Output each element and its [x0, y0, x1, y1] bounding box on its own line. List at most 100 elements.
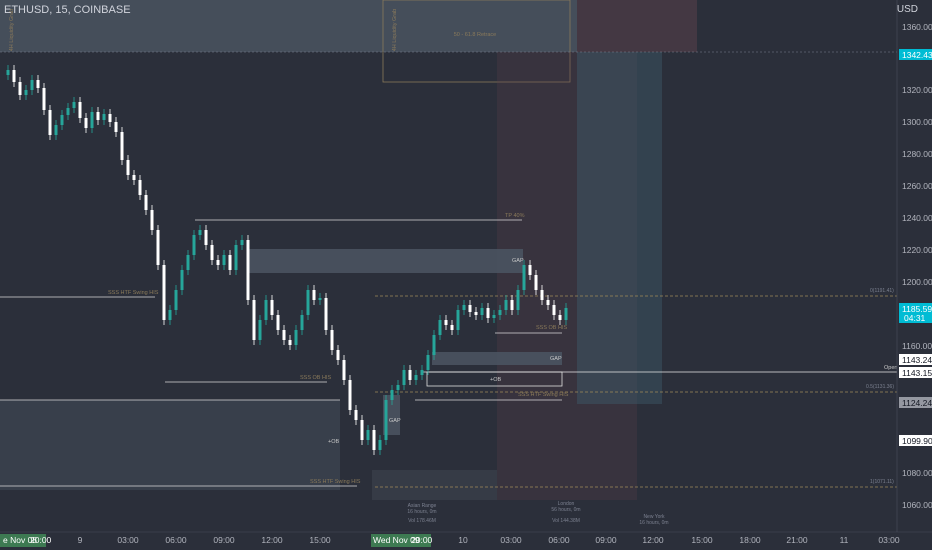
candle-body [234, 245, 238, 270]
ssl-label-mid: SSS OB HIS [300, 375, 332, 381]
candle-body [30, 80, 34, 90]
candle-body [408, 370, 412, 380]
liquidity-label-left: 4H Liquidity Grab [9, 9, 15, 52]
time-tick-label: 15:00 [691, 535, 713, 545]
candle-body [456, 310, 460, 330]
candle-body [48, 110, 52, 135]
candle-body [186, 255, 190, 270]
price-tick-label: 1220.00 [902, 245, 932, 255]
candle-body [378, 440, 382, 450]
candle-body [540, 290, 544, 300]
price-tag-label: 1124.24 [902, 398, 932, 408]
fib-0-label: 0(1191.41) [870, 288, 894, 294]
lower-left-zone [0, 400, 340, 490]
price-tag-label: 1143.15 [902, 368, 932, 378]
price-tag-label: 1099.90 [902, 436, 932, 446]
candle-body [228, 255, 232, 270]
candle-body [468, 305, 472, 312]
candle-body [18, 82, 22, 95]
liquidity-label-right: 4H Liquidity Grab [392, 9, 398, 52]
time-tick-label: 12:00 [261, 535, 283, 545]
retrace-box [382, 0, 571, 83]
price-tag [899, 354, 932, 365]
candle-body [24, 90, 28, 95]
currency-label: USD [896, 4, 918, 15]
candle-body [546, 300, 550, 305]
candle-body [42, 88, 46, 110]
asian-session-label: Asian Range [408, 503, 437, 509]
candle-body [72, 102, 76, 108]
candle-body [120, 132, 124, 160]
symbol-title[interactable]: ETHUSD, 15, COINBASE [4, 4, 131, 16]
candle-body [414, 375, 418, 380]
candle-body [126, 160, 130, 175]
price-tick-label: 1080.00 [902, 468, 932, 478]
candle-body [54, 125, 58, 135]
london-session-duration: 56 hours, 0m [551, 507, 580, 513]
candle-body [246, 240, 250, 300]
candle-body [138, 180, 142, 195]
ob-label-left: +OB [328, 439, 339, 445]
candle-body [552, 305, 556, 315]
time-tick-label: 11 [840, 535, 849, 545]
price-axis[interactable] [897, 0, 932, 532]
date-marker-left-label: e Nov 08 [3, 535, 37, 545]
time-tick-label: 15:00 [309, 535, 331, 545]
candle-body [258, 320, 262, 340]
gap-zone-mid [432, 352, 562, 365]
price-tag-countdown: 04:31 [904, 313, 926, 323]
time-tick-label: 03:00 [500, 535, 522, 545]
gap-label-mid: GAP [550, 356, 562, 362]
candle-body [12, 70, 16, 82]
candle-body [330, 330, 334, 350]
candle-body [474, 312, 478, 315]
tp-label: TP 40% [505, 213, 525, 219]
date-marker-right [371, 534, 431, 547]
swing-label-left: SSS HTF Swing HIS [108, 290, 159, 296]
ny-session-label: New York [643, 514, 665, 520]
fib-05-label: 0.5(1131.36) [866, 384, 894, 390]
candle-body [144, 195, 148, 210]
candle-body [390, 390, 394, 400]
asian-session-volume: Vol 178.46M [408, 518, 436, 524]
price-tick-label: 1360.00 [902, 22, 932, 32]
candle-body [300, 315, 304, 330]
candle-body [84, 118, 88, 128]
time-tick-label: 06:00 [165, 535, 187, 545]
price-tick-label: 1300.00 [902, 117, 932, 127]
liquidity-zone-top-right [577, 0, 697, 52]
candle-body [252, 300, 256, 340]
candle-body [432, 335, 436, 355]
date-marker-left [0, 534, 46, 547]
swing-label-bottom: SSS HTF Swing HIS [310, 479, 361, 485]
gap-label-left: GAP [389, 418, 401, 424]
candle-body [198, 230, 202, 235]
candlestick-series [6, 65, 568, 455]
time-tick-label: 12:00 [642, 535, 664, 545]
candle-body [96, 112, 100, 120]
candle-body [366, 430, 370, 440]
time-tick-label: 9 [78, 535, 83, 545]
price-tag [899, 303, 932, 323]
price-tick-label: 1060.00 [902, 500, 932, 510]
candle-body [276, 315, 280, 330]
candle-body [222, 255, 226, 265]
candle-body [516, 290, 520, 310]
candle-body [306, 290, 310, 315]
open-label: Open [884, 365, 897, 371]
candle-body [354, 410, 358, 420]
candle-body [396, 385, 400, 390]
price-tick-label: 1320.00 [902, 85, 932, 95]
candle-body [480, 308, 484, 315]
price-tick-label: 1280.00 [902, 149, 932, 159]
candle-body [174, 290, 178, 310]
candle-body [402, 370, 406, 385]
candle-body [240, 240, 244, 245]
time-axis[interactable] [0, 532, 897, 550]
candle-body [204, 230, 208, 245]
price-tag [899, 435, 932, 446]
gap-zone-top [248, 249, 523, 273]
price-tag-label: 1185.59 [902, 304, 932, 314]
candle-body [462, 305, 466, 310]
